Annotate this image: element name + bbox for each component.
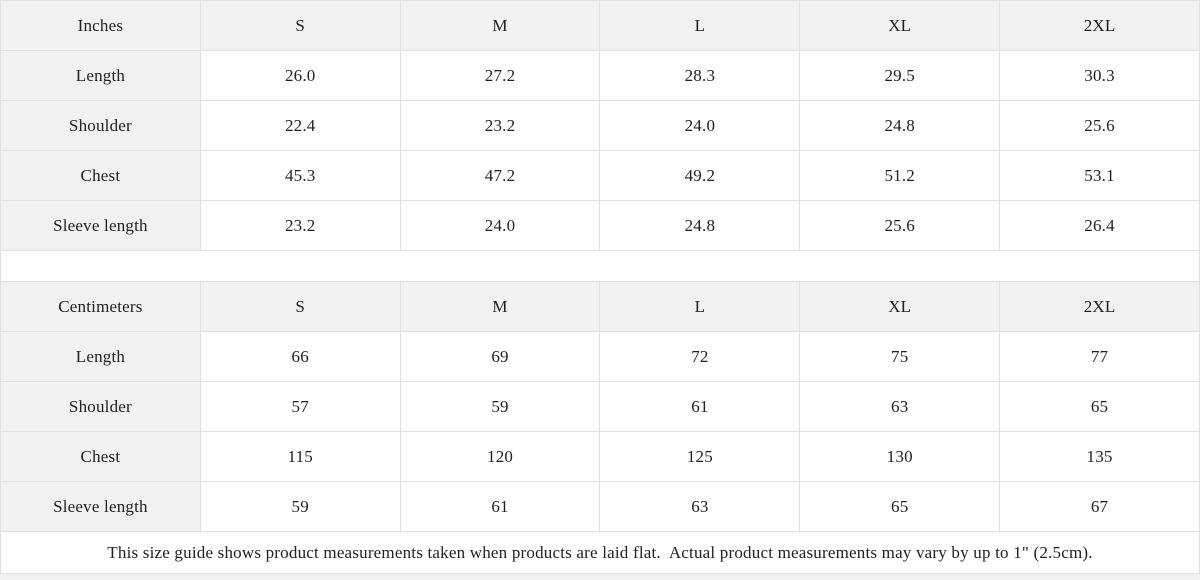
table-row: Chest 115 120 125 130 135 xyxy=(0,431,1200,482)
measurement-cell: 67 xyxy=(999,481,1200,532)
header-cell-m: M xyxy=(399,0,601,51)
measurement-cell: 25.6 xyxy=(799,200,1001,251)
header-cell-xl: XL xyxy=(799,0,1001,51)
table-row: Sleeve length 23.2 24.0 24.8 25.6 26.4 xyxy=(0,200,1200,251)
measurement-cell: 26.0 xyxy=(199,50,401,101)
header-cell-s: S xyxy=(199,0,401,51)
header-cell-m: M xyxy=(399,281,601,332)
table-separator xyxy=(0,251,1200,281)
measurement-cell: 24.0 xyxy=(399,200,601,251)
row-label-length: Length xyxy=(0,50,201,101)
disclaimer-text: This size guide shows product measuremen… xyxy=(107,542,1093,562)
table-row: Length 66 69 72 75 77 xyxy=(0,331,1200,382)
header-cell-centimeters: Centimeters xyxy=(0,281,201,332)
table-row: Shoulder 22.4 23.2 24.0 24.8 25.6 xyxy=(0,100,1200,151)
row-label-shoulder: Shoulder xyxy=(0,381,201,432)
measurement-cell: 24.0 xyxy=(599,100,801,151)
measurement-cell: 75 xyxy=(799,331,1001,382)
measurement-cell: 23.2 xyxy=(399,100,601,151)
table-row: Length 26.0 27.2 28.3 29.5 30.3 xyxy=(0,50,1200,101)
header-cell-l: L xyxy=(599,281,801,332)
inches-table: Inches S M L XL 2XL Length 26.0 27.2 28.… xyxy=(0,0,1200,251)
centimeters-table: Centimeters S M L XL 2XL Length 66 69 72… xyxy=(0,281,1200,532)
measurement-cell: 65 xyxy=(999,381,1200,432)
row-label-sleeve-length: Sleeve length xyxy=(0,200,201,251)
measurement-cell: 51.2 xyxy=(799,150,1001,201)
measurement-cell: 29.5 xyxy=(799,50,1001,101)
measurement-cell: 130 xyxy=(799,431,1001,482)
measurement-cell: 115 xyxy=(199,431,401,482)
header-cell-2xl: 2XL xyxy=(999,281,1200,332)
measurement-cell: 135 xyxy=(999,431,1200,482)
measurement-cell: 65 xyxy=(799,481,1001,532)
measurement-cell: 49.2 xyxy=(599,150,801,201)
measurement-cell: 23.2 xyxy=(199,200,401,251)
measurement-cell: 47.2 xyxy=(399,150,601,201)
measurement-cell: 28.3 xyxy=(599,50,801,101)
row-label-chest: Chest xyxy=(0,150,201,201)
measurement-cell: 72 xyxy=(599,331,801,382)
measurement-cell: 61 xyxy=(599,381,801,432)
header-cell-2xl: 2XL xyxy=(999,0,1200,51)
measurement-cell: 120 xyxy=(399,431,601,482)
centimeters-header-row: Centimeters S M L XL 2XL xyxy=(0,281,1200,332)
row-label-shoulder: Shoulder xyxy=(0,100,201,151)
measurement-cell: 63 xyxy=(799,381,1001,432)
measurement-cell: 22.4 xyxy=(199,100,401,151)
header-cell-s: S xyxy=(199,281,401,332)
header-cell-xl: XL xyxy=(799,281,1001,332)
measurement-cell: 59 xyxy=(199,481,401,532)
measurement-cell: 25.6 xyxy=(999,100,1200,151)
measurement-cell: 45.3 xyxy=(199,150,401,201)
row-label-length: Length xyxy=(0,331,201,382)
measurement-cell: 61 xyxy=(399,481,601,532)
header-cell-l: L xyxy=(599,0,801,51)
inches-header-row: Inches S M L XL 2XL xyxy=(0,0,1200,51)
measurement-cell: 66 xyxy=(199,331,401,382)
table-row: Chest 45.3 47.2 49.2 51.2 53.1 xyxy=(0,150,1200,201)
measurement-cell: 57 xyxy=(199,381,401,432)
measurement-cell: 24.8 xyxy=(599,200,801,251)
table-row: Shoulder 57 59 61 63 65 xyxy=(0,381,1200,432)
next-section-edge xyxy=(0,573,1200,580)
measurement-cell: 77 xyxy=(999,331,1200,382)
measurement-cell: 53.1 xyxy=(999,150,1200,201)
size-guide-disclaimer: This size guide shows product measuremen… xyxy=(0,532,1200,573)
row-label-sleeve-length: Sleeve length xyxy=(0,481,201,532)
measurement-cell: 26.4 xyxy=(999,200,1200,251)
measurement-cell: 27.2 xyxy=(399,50,601,101)
measurement-cell: 59 xyxy=(399,381,601,432)
measurement-cell: 24.8 xyxy=(799,100,1001,151)
measurement-cell: 63 xyxy=(599,481,801,532)
measurement-cell: 30.3 xyxy=(999,50,1200,101)
row-label-chest: Chest xyxy=(0,431,201,482)
table-row: Sleeve length 59 61 63 65 67 xyxy=(0,481,1200,532)
measurement-cell: 69 xyxy=(399,331,601,382)
header-cell-inches: Inches xyxy=(0,0,201,51)
measurement-cell: 125 xyxy=(599,431,801,482)
